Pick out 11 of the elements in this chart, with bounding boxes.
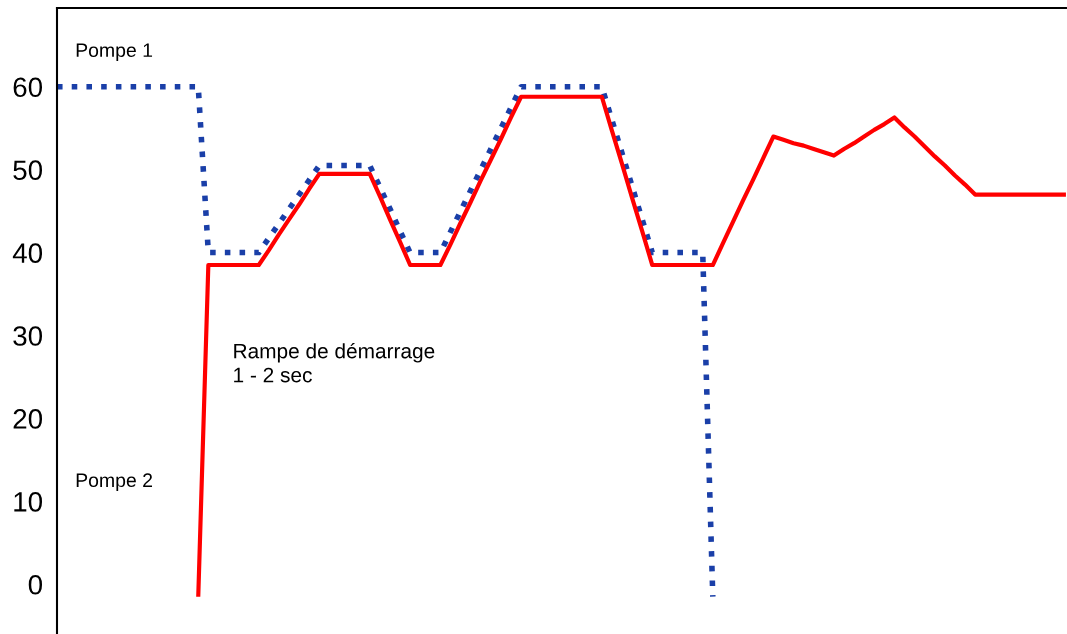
- text: Pompe 2: [76, 473, 153, 491]
- series-label: Pompe 1: [76, 43, 153, 61]
- y-tick-label: 20: [13, 409, 43, 429]
- y-tick-label: 50: [13, 160, 43, 181]
- y-tick-label: 10: [14, 492, 43, 512]
- y-tick-label: 30: [13, 326, 43, 346]
- annotation: Rampe de démarrage 1 - 2 sec: [234, 342, 435, 383]
- y-tick-label: 0: [28, 574, 43, 595]
- line-series: [196, 94, 1066, 599]
- y-tick-label: 40: [12, 243, 43, 263]
- y-tick-label: 60: [13, 77, 43, 98]
